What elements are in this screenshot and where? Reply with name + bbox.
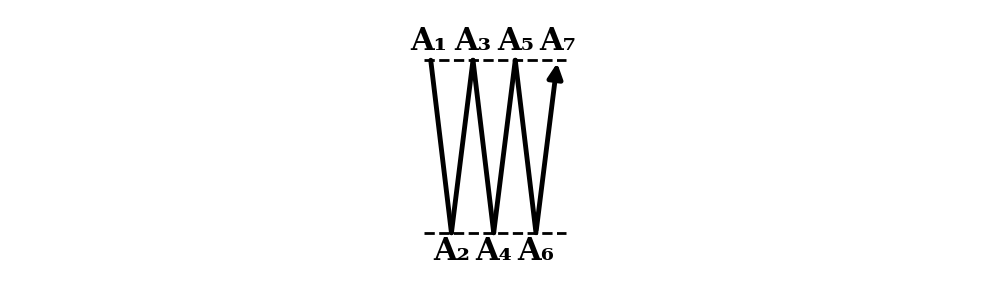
Text: A₄: A₄ (475, 236, 512, 267)
Text: A₅: A₅ (497, 26, 534, 57)
Text: A₂: A₂ (433, 236, 470, 267)
Text: A₆: A₆ (518, 236, 554, 267)
Text: A₁: A₁ (411, 26, 447, 57)
Text: A₃: A₃ (454, 26, 492, 57)
Text: A₇: A₇ (539, 26, 576, 57)
